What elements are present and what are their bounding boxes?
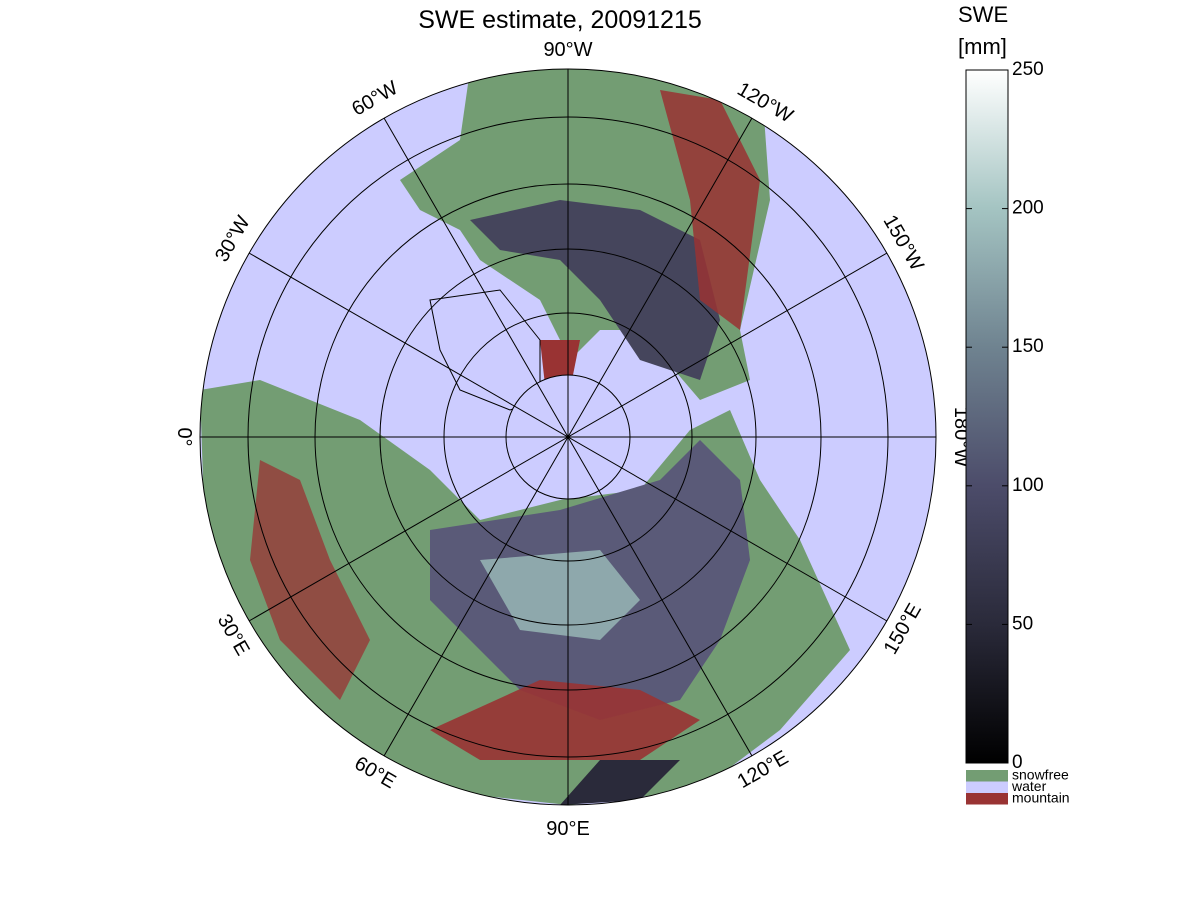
- legend-label: water: [1011, 778, 1047, 794]
- colorbar-label: [mm]: [958, 34, 1007, 59]
- title: SWE estimate, 20091215: [418, 6, 702, 34]
- legend-swatch: [966, 781, 1008, 793]
- colorbar-label: SWE: [958, 2, 1008, 27]
- lon-label: 0°: [173, 427, 195, 446]
- legend-swatch: [966, 793, 1008, 805]
- colorbar-tick-label: 100: [1012, 475, 1044, 496]
- graticule: [199, 68, 937, 806]
- colorbar-tick-label: 200: [1012, 198, 1044, 219]
- lon-label: 90°E: [546, 818, 590, 840]
- colorbar-tick-label: 50: [1012, 613, 1033, 634]
- lon-label: 90°W: [543, 39, 592, 61]
- legend-label: snowfree: [1012, 767, 1069, 783]
- legend-swatch: [966, 770, 1008, 782]
- map: [200, 69, 936, 805]
- colorbar-tick-label: 0: [1012, 752, 1023, 773]
- legend-label: mountain: [1012, 790, 1070, 806]
- colorbar-tick-label: 150: [1012, 336, 1044, 357]
- colorbar: SWE [mm] 0 50 100 150 200 250 snowfreewatermou…: [958, 2, 1070, 806]
- colorbar-scale: [965, 69, 1009, 764]
- colorbar-tick-label: 250: [1012, 59, 1044, 80]
